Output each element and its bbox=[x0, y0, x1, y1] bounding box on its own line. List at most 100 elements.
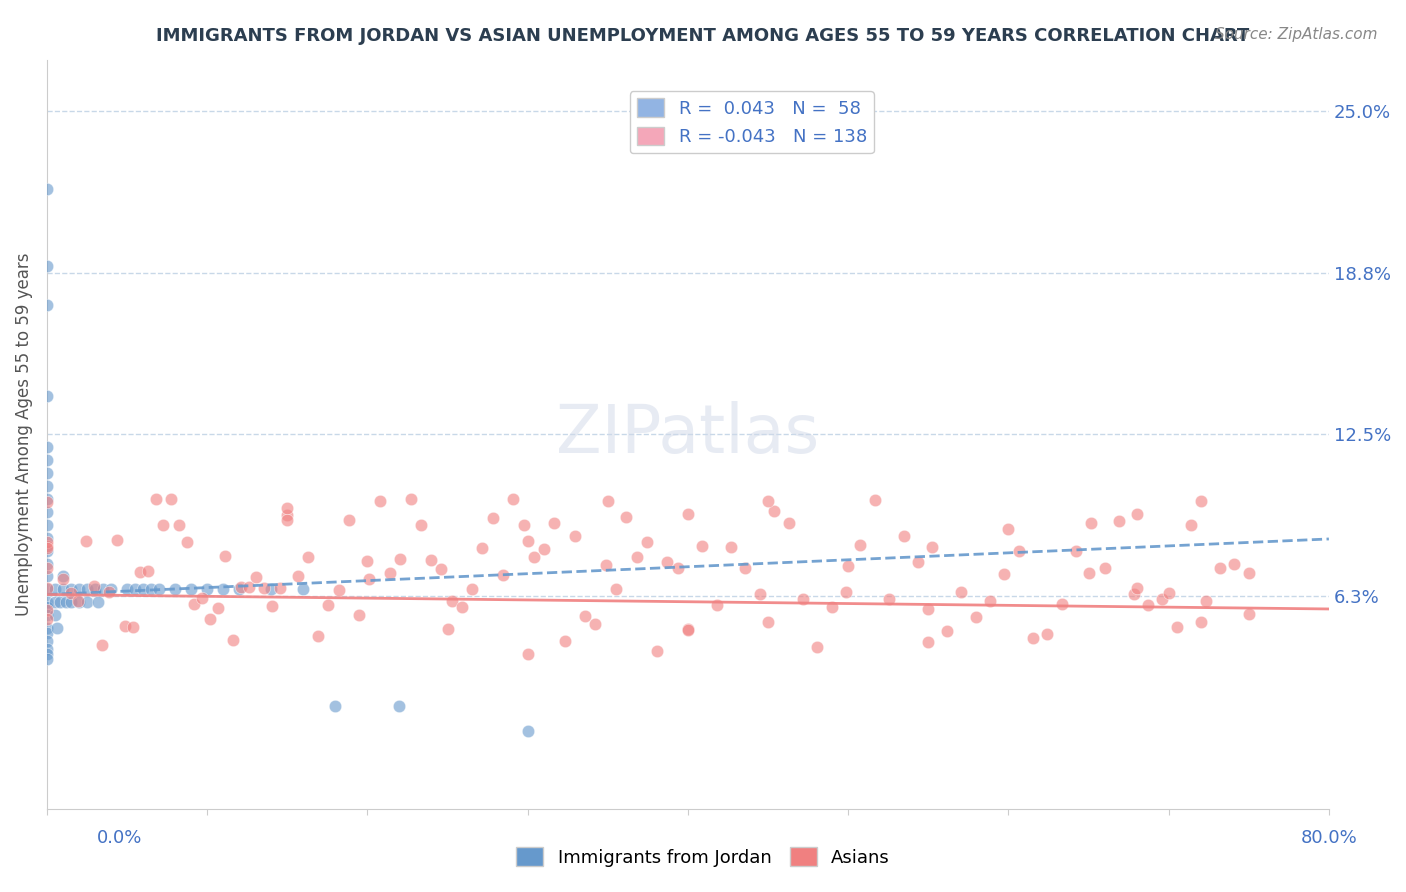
Point bbox=[1157, 586, 1180, 600]
Point bbox=[260, 582, 283, 597]
Point bbox=[35, 582, 58, 597]
Point bbox=[52, 569, 75, 583]
Point bbox=[436, 622, 458, 636]
Point bbox=[35, 491, 58, 506]
Text: 0.0%: 0.0% bbox=[97, 829, 142, 847]
Point bbox=[183, 597, 205, 611]
Point bbox=[87, 595, 110, 609]
Point bbox=[67, 593, 90, 607]
Point bbox=[596, 493, 619, 508]
Point bbox=[877, 591, 900, 606]
Point bbox=[614, 509, 637, 524]
Point bbox=[44, 582, 66, 597]
Point bbox=[492, 567, 515, 582]
Point bbox=[337, 513, 360, 527]
Point bbox=[35, 388, 58, 402]
Point bbox=[1122, 587, 1144, 601]
Point bbox=[1166, 620, 1188, 634]
Point bbox=[516, 724, 538, 739]
Point bbox=[1064, 544, 1087, 558]
Point bbox=[849, 538, 872, 552]
Point bbox=[935, 624, 957, 638]
Point bbox=[409, 517, 432, 532]
Point bbox=[35, 634, 58, 648]
Point bbox=[837, 559, 859, 574]
Point bbox=[245, 570, 267, 584]
Point bbox=[160, 491, 183, 506]
Point bbox=[430, 562, 453, 576]
Point bbox=[55, 595, 77, 609]
Point bbox=[35, 608, 58, 623]
Point bbox=[1080, 516, 1102, 530]
Point bbox=[1050, 597, 1073, 611]
Point bbox=[84, 582, 107, 597]
Point bbox=[132, 582, 155, 597]
Point bbox=[1008, 543, 1031, 558]
Point bbox=[917, 634, 939, 648]
Point bbox=[756, 615, 779, 629]
Point bbox=[756, 494, 779, 508]
Point bbox=[1137, 598, 1160, 612]
Y-axis label: Unemployment Among Ages 55 to 59 years: Unemployment Among Ages 55 to 59 years bbox=[15, 252, 32, 616]
Point bbox=[388, 698, 411, 713]
Point bbox=[91, 582, 114, 597]
Point bbox=[35, 182, 58, 196]
Point bbox=[307, 629, 329, 643]
Point bbox=[516, 647, 538, 661]
Point bbox=[44, 595, 66, 609]
Point bbox=[420, 553, 443, 567]
Point bbox=[35, 453, 58, 467]
Point bbox=[292, 582, 315, 597]
Point bbox=[35, 505, 58, 519]
Point bbox=[583, 616, 606, 631]
Point bbox=[35, 595, 58, 609]
Point bbox=[676, 507, 699, 521]
Point bbox=[917, 601, 939, 615]
Point bbox=[533, 542, 555, 557]
Point bbox=[595, 558, 617, 573]
Point bbox=[1209, 561, 1232, 575]
Point bbox=[35, 621, 58, 635]
Point bbox=[554, 634, 576, 648]
Point bbox=[52, 582, 75, 597]
Point bbox=[1094, 561, 1116, 575]
Point bbox=[269, 581, 291, 595]
Point bbox=[297, 550, 319, 565]
Point bbox=[574, 609, 596, 624]
Point bbox=[98, 585, 121, 599]
Point bbox=[229, 580, 252, 594]
Point bbox=[75, 533, 97, 548]
Point bbox=[543, 516, 565, 531]
Point bbox=[1189, 494, 1212, 508]
Point bbox=[35, 440, 58, 454]
Point bbox=[605, 582, 627, 597]
Point bbox=[1180, 518, 1202, 533]
Point bbox=[35, 479, 58, 493]
Point bbox=[461, 582, 484, 597]
Point bbox=[152, 517, 174, 532]
Point bbox=[35, 626, 58, 640]
Point bbox=[512, 517, 534, 532]
Point bbox=[356, 554, 378, 568]
Point bbox=[35, 602, 58, 616]
Point bbox=[907, 555, 929, 569]
Point bbox=[368, 494, 391, 508]
Point bbox=[378, 566, 401, 581]
Point bbox=[253, 581, 276, 595]
Point bbox=[359, 572, 381, 586]
Point bbox=[35, 557, 58, 571]
Point bbox=[1125, 581, 1147, 595]
Point bbox=[1223, 558, 1246, 572]
Point bbox=[950, 585, 973, 599]
Point bbox=[1237, 566, 1260, 580]
Point bbox=[195, 582, 218, 597]
Point bbox=[105, 533, 128, 547]
Text: IMMIGRANTS FROM JORDAN VS ASIAN UNEMPLOYMENT AMONG AGES 55 TO 59 YEARS CORRELATI: IMMIGRANTS FROM JORDAN VS ASIAN UNEMPLOY… bbox=[156, 27, 1250, 45]
Point bbox=[523, 550, 546, 565]
Legend: R =  0.043   N =  58, R = -0.043   N = 138: R = 0.043 N = 58, R = -0.043 N = 138 bbox=[630, 91, 875, 153]
Point bbox=[115, 582, 138, 597]
Point bbox=[222, 632, 245, 647]
Point bbox=[451, 599, 474, 614]
Point bbox=[114, 618, 136, 632]
Point bbox=[645, 644, 668, 658]
